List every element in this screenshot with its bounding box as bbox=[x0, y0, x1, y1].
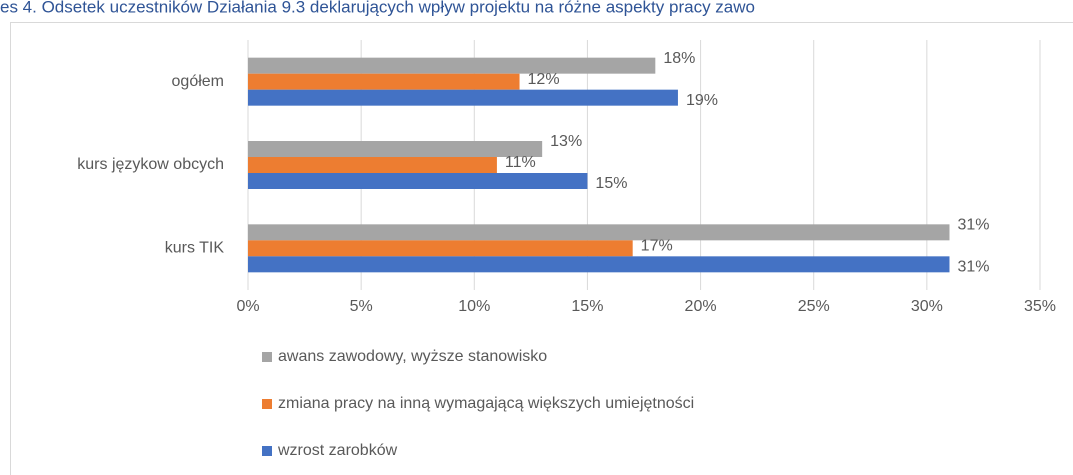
x-tick-label: 0% bbox=[236, 298, 259, 315]
data-label: 15% bbox=[595, 175, 627, 192]
legend-swatch bbox=[262, 399, 272, 409]
bar bbox=[248, 173, 588, 189]
y-tick-label: ogółem bbox=[172, 73, 224, 90]
x-tick-label: 10% bbox=[458, 298, 490, 315]
x-tick-label: 20% bbox=[685, 298, 717, 315]
x-tick-label: 15% bbox=[571, 298, 603, 315]
y-tick-label: kurs językow obcych bbox=[77, 156, 224, 173]
data-label: 17% bbox=[641, 238, 673, 255]
bar bbox=[248, 73, 520, 90]
bar bbox=[248, 57, 656, 74]
legend-swatch bbox=[262, 352, 272, 362]
x-tick-label: 30% bbox=[911, 298, 943, 315]
legend-swatch bbox=[262, 446, 272, 456]
legend-label: awans zawodowy, wyższe stanowisko bbox=[278, 348, 547, 365]
bar bbox=[248, 256, 950, 273]
data-label: 12% bbox=[528, 71, 560, 88]
y-tick-label: kurs TIK bbox=[165, 240, 225, 257]
chart-title: es 4. Odsetek uczestników Działania 9.3 … bbox=[0, 0, 755, 16]
data-label: 31% bbox=[957, 217, 989, 234]
x-tick-label: 5% bbox=[350, 298, 373, 315]
legend-label: zmiana pracy na inną wymagającą większyc… bbox=[278, 395, 694, 412]
x-tick-label: 25% bbox=[798, 298, 830, 315]
data-label: 31% bbox=[957, 259, 989, 276]
data-label: 13% bbox=[550, 133, 582, 150]
data-label: 18% bbox=[663, 50, 695, 67]
data-label: 19% bbox=[686, 92, 718, 109]
x-tick-label: 35% bbox=[1024, 298, 1056, 315]
legend-label: wzrost zarobków bbox=[277, 442, 398, 459]
bar bbox=[248, 240, 633, 257]
data-label: 11% bbox=[505, 154, 536, 171]
bar bbox=[248, 141, 543, 157]
bar bbox=[248, 157, 497, 173]
bar bbox=[248, 89, 678, 106]
bar bbox=[248, 224, 950, 241]
